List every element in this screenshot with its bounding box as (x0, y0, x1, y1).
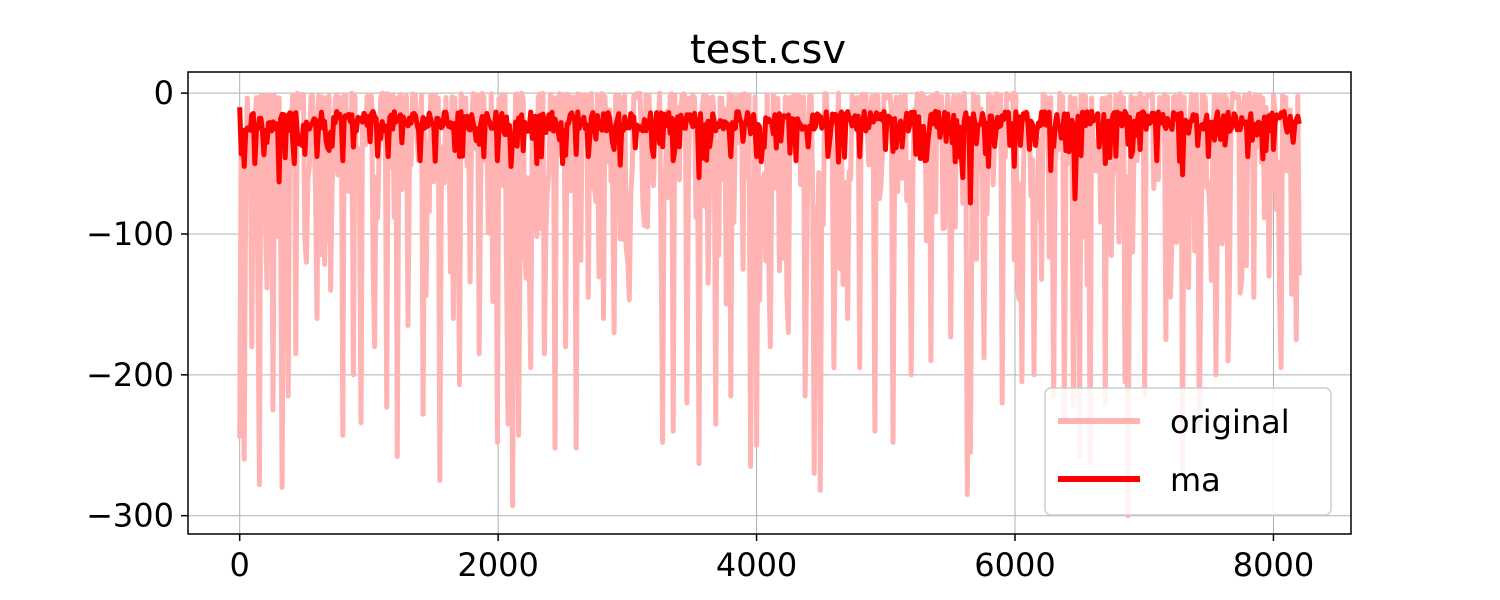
y-tick-label: −300 (86, 497, 174, 535)
y-tick-label: 0 (154, 74, 174, 112)
x-tick-label: 6000 (974, 546, 1055, 584)
legend: original ma (1044, 387, 1332, 516)
x-tick-label: 0 (230, 546, 250, 584)
series-layer (237, 90, 1302, 519)
legend-label-ma: ma (1170, 461, 1221, 499)
axis-ticks: 0 2000 4000 6000 8000 0 −100 −200 −300 (86, 74, 1314, 584)
x-tick-label: 8000 (1233, 546, 1314, 584)
legend-label-original: original (1170, 403, 1290, 441)
x-tick-label: 4000 (716, 546, 797, 584)
x-tick-label: 2000 (457, 546, 538, 584)
chart-title: test.csv (690, 27, 846, 73)
series-ma-line (237, 107, 1302, 206)
y-tick-label: −200 (86, 356, 174, 394)
y-tick-label: −100 (86, 215, 174, 253)
plot-area-frame (187, 71, 1352, 535)
